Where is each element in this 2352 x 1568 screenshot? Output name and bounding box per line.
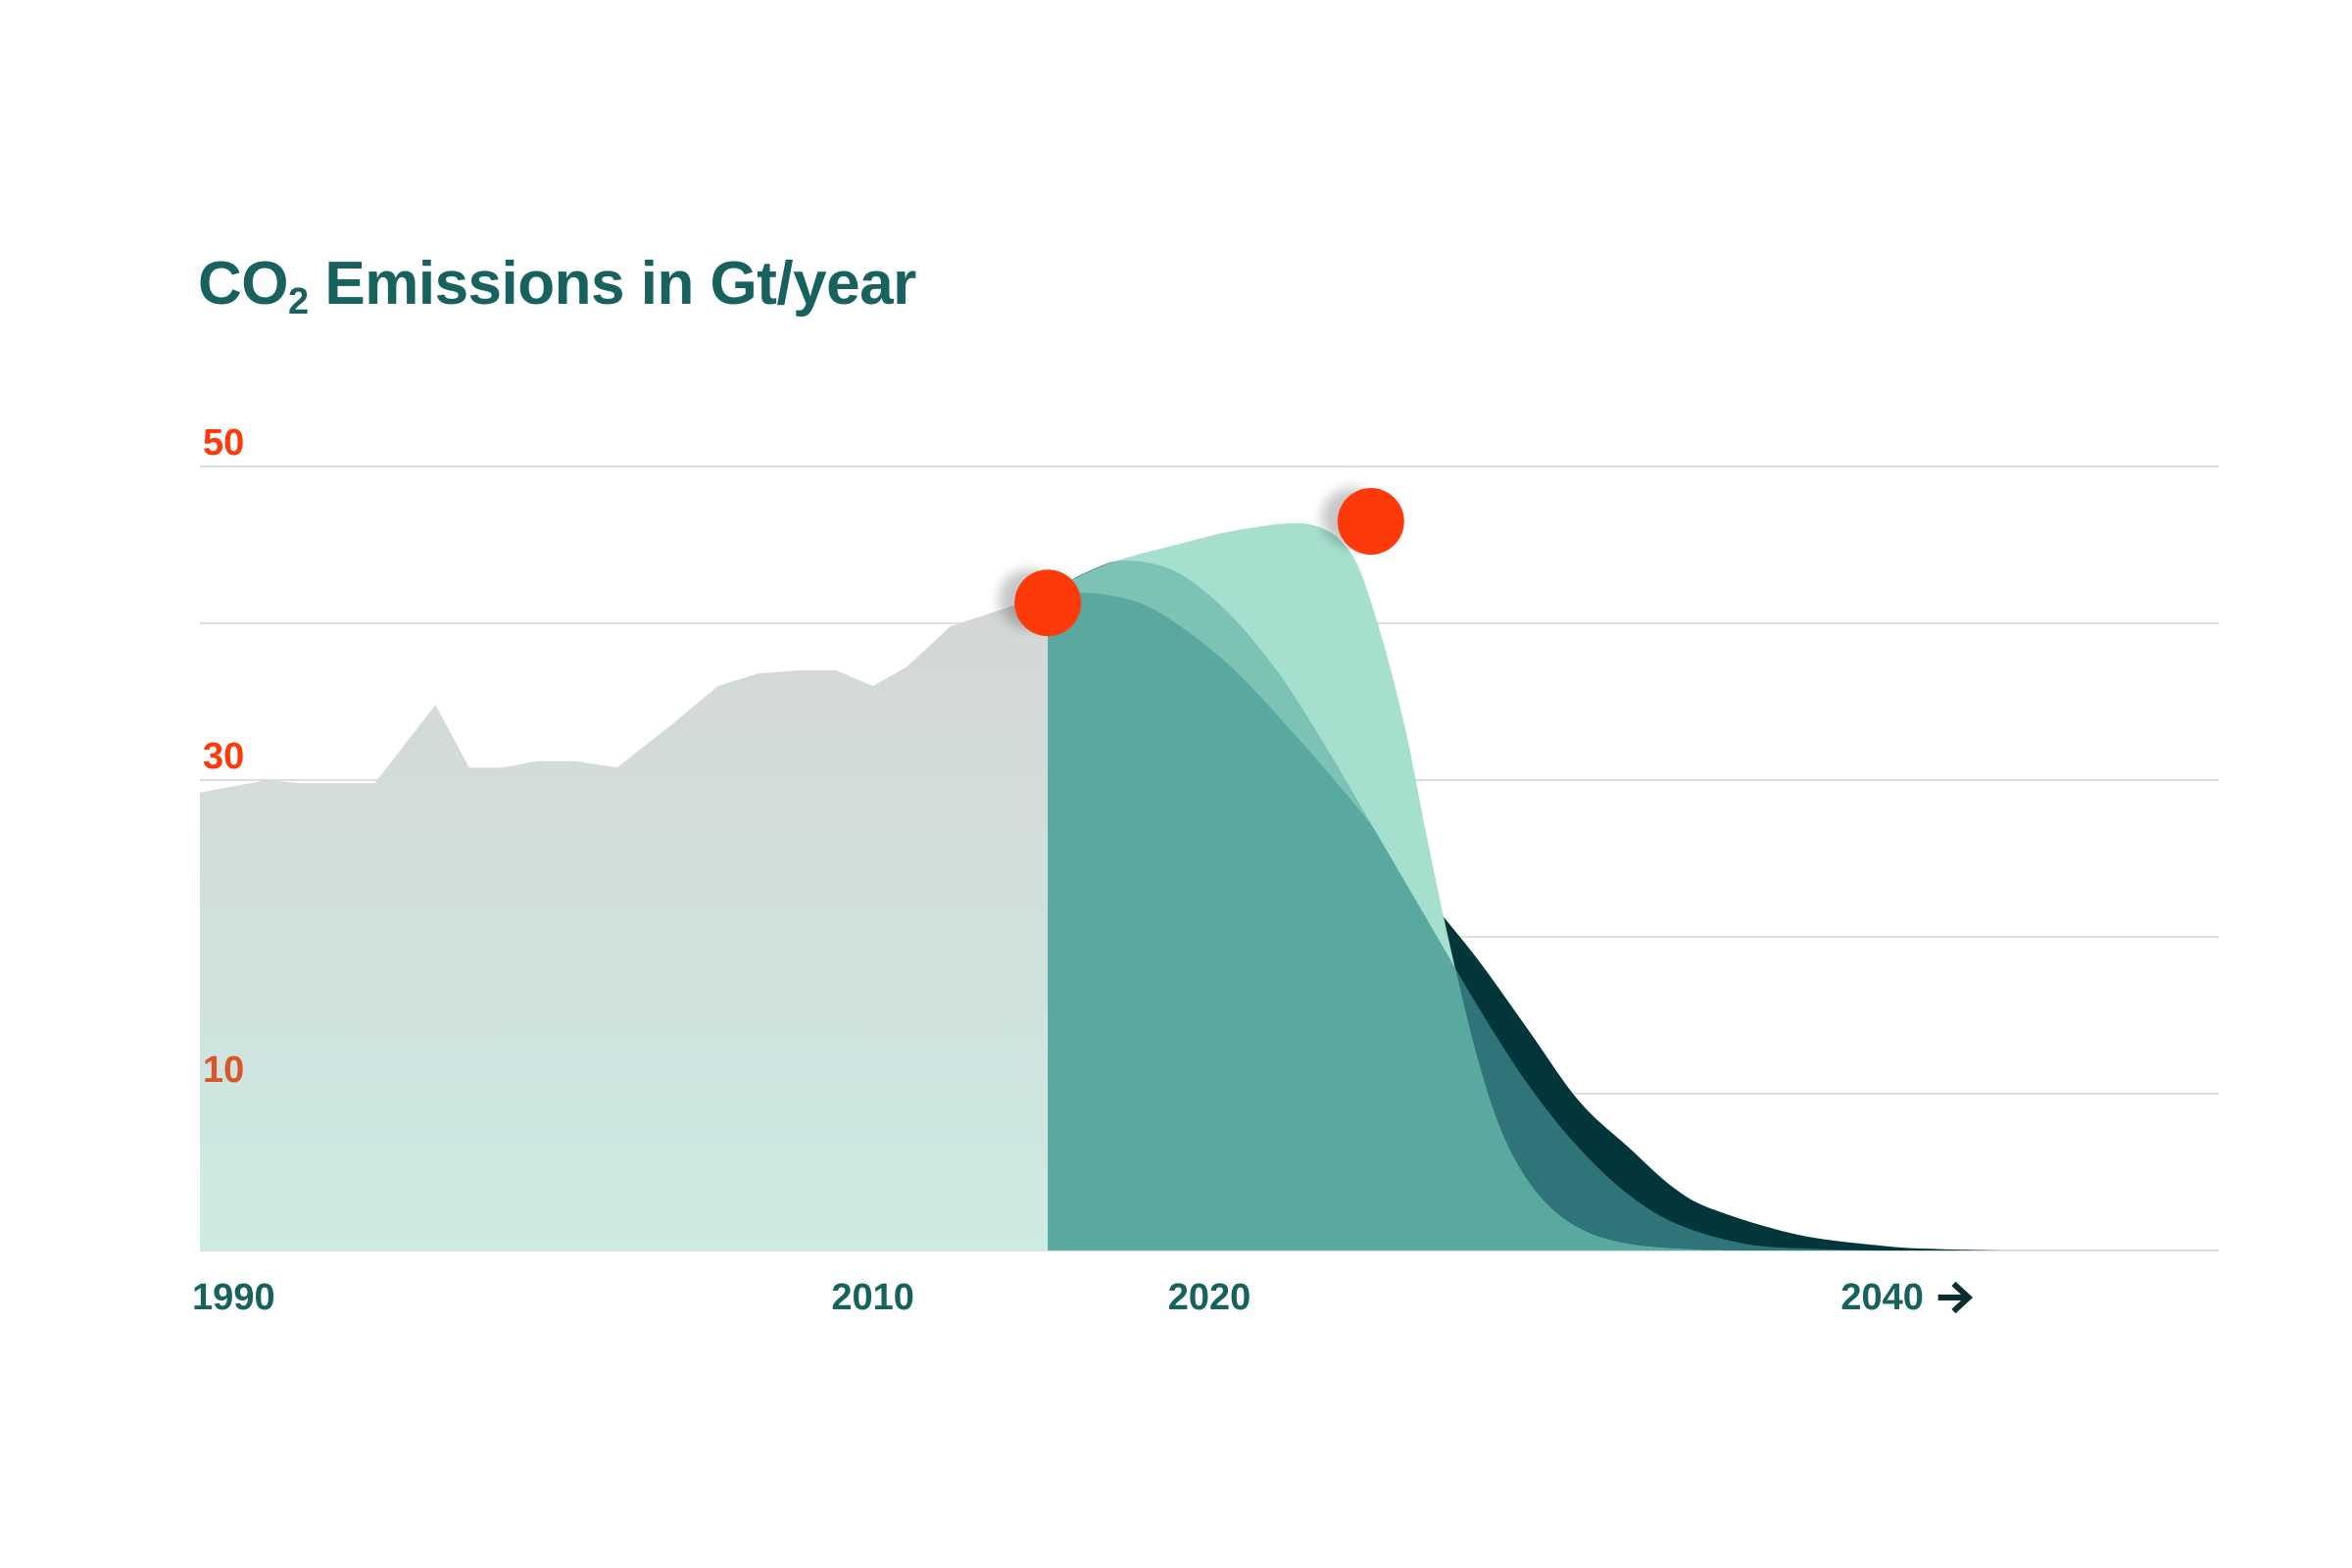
x-tick-label-1990: 1990 [192,1277,275,1318]
x-tick-label-2010: 2010 [831,1277,914,1318]
y-tick-label-10: 10 [203,1050,244,1091]
area-overlap-abc [1048,592,1765,1250]
title-subscript: 2 [288,281,309,322]
peak-marker-1 [1014,569,1082,637]
title-rest: Emissions in Gt/year [308,250,916,318]
x-tick-label-2040: 2040 [1840,1277,1924,1318]
overlap-group [1048,592,1765,1250]
y-axis-tick-labels: 50 30 10 [203,422,244,1091]
area-historical [200,592,1049,1250]
x-axis-tick-labels: 1990 2010 2020 2040 [192,1277,1974,1318]
chart-title: CO2 Emissions in Gt/year [198,249,916,323]
right-arrow-icon [1937,1281,1974,1314]
peak-markers [999,488,1404,637]
peak-marker-2 [1337,488,1404,555]
x-tick-label-2020: 2020 [1168,1277,1251,1318]
y-tick-label-30: 30 [203,736,244,777]
series-areas [200,522,2000,1250]
title-prefix: CO [198,250,289,318]
y-tick-label-50: 50 [203,422,244,464]
